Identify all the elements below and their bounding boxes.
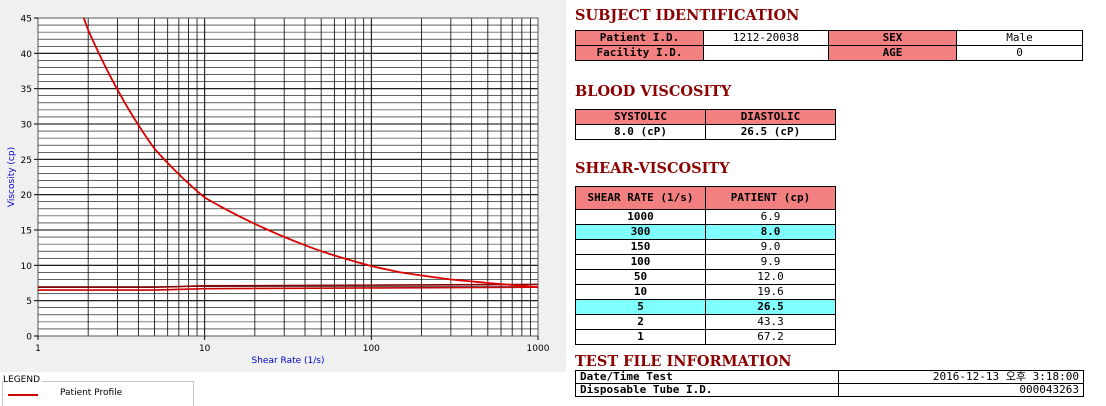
facility-id-value bbox=[703, 45, 829, 61]
sex-label: SEX bbox=[828, 30, 957, 46]
y-tick-label: 35 bbox=[21, 85, 32, 95]
patient-cell: 43.3 bbox=[705, 314, 836, 330]
chart-panel: 0 5 10 15 20 25 30 35 40 45 1 10 100 1000 Shear Rate (… bbox=[0, 0, 566, 372]
bv-value-row: 8.0 (cP) 26.5 (cP) bbox=[575, 124, 836, 140]
sv-header-row: SHEAR RATE (1/s) PATIENT (cp) bbox=[575, 186, 836, 210]
y-tick-label: 40 bbox=[21, 50, 33, 60]
patient-cell: 19.6 bbox=[705, 284, 836, 300]
y-tick-label: 45 bbox=[21, 15, 32, 25]
test-file-table: Date/Time Test 2016-12-13 오후 3:18:00 Dis… bbox=[575, 370, 1084, 397]
y-tick-label: 30 bbox=[21, 121, 33, 131]
y-tick-label: 10 bbox=[21, 262, 33, 272]
y-tick-label: 5 bbox=[26, 297, 32, 307]
y-tick-label: 20 bbox=[21, 191, 33, 201]
shear-rate-cell: 1000 bbox=[575, 209, 706, 225]
facility-id-label: Facility I.D. bbox=[575, 45, 704, 61]
y-tick-label: 0 bbox=[26, 333, 32, 343]
table-row: 5 26.5 bbox=[575, 299, 836, 315]
test-file-row: Disposable Tube I.D. 000043263 bbox=[575, 383, 1084, 397]
plot-area bbox=[38, 18, 538, 336]
patient-header: PATIENT (cp) bbox=[705, 186, 836, 210]
datetime-value: 2016-12-13 오후 3:18:00 bbox=[838, 370, 1084, 384]
bv-header-row: SYSTOLIC DIASTOLIC bbox=[575, 109, 836, 125]
systolic-value: 8.0 (cP) bbox=[575, 124, 706, 140]
shear-rate-cell: 1 bbox=[575, 329, 706, 345]
tube-id-value: 000043263 bbox=[838, 383, 1084, 397]
subject-row-2: Facility I.D. AGE 0 bbox=[575, 45, 1083, 61]
x-tick-label: 1000 bbox=[527, 344, 550, 354]
shear-viscosity-title: SHEAR-VISCOSITY bbox=[575, 160, 730, 177]
reference-line bbox=[38, 286, 538, 291]
shear-rate-cell: 5 bbox=[575, 299, 706, 315]
diastolic-label: DIASTOLIC bbox=[705, 109, 836, 125]
legend-label: Patient Profile bbox=[60, 388, 123, 398]
table-row: 10 19.6 bbox=[575, 284, 836, 300]
shear-rate-cell: 2 bbox=[575, 314, 706, 330]
table-row: 50 12.0 bbox=[575, 269, 836, 285]
table-row: 300 8.0 bbox=[575, 224, 836, 240]
table-row: 2 43.3 bbox=[575, 314, 836, 330]
table-row: 1 67.2 bbox=[575, 329, 836, 345]
shear-rate-cell: 50 bbox=[575, 269, 706, 285]
shear-rate-cell: 150 bbox=[575, 239, 706, 255]
systolic-label: SYSTOLIC bbox=[575, 109, 706, 125]
patient-cell: 67.2 bbox=[705, 329, 836, 345]
patient-cell: 9.0 bbox=[705, 239, 836, 255]
series-line-patient-profile bbox=[82, 18, 538, 289]
plot-frame bbox=[37, 17, 539, 337]
patient-id-value: 1212-20038 bbox=[703, 30, 829, 46]
y-tick-label: 25 bbox=[21, 156, 32, 166]
datetime-label: Date/Time Test bbox=[575, 370, 839, 384]
reference-line bbox=[38, 283, 538, 289]
patient-cell: 9.9 bbox=[705, 254, 836, 270]
shear-rate-cell: 300 bbox=[575, 224, 706, 240]
diastolic-value: 26.5 (cP) bbox=[705, 124, 836, 140]
shear-rate-cell: 10 bbox=[575, 284, 706, 300]
patient-cell: 26.5 bbox=[705, 299, 836, 315]
test-file-title: TEST FILE INFORMATION bbox=[575, 353, 792, 370]
viscosity-chart: 0 5 10 15 20 25 30 35 40 45 1 10 100 1000 Shear Rate (… bbox=[7, 15, 550, 367]
test-file-row: Date/Time Test 2016-12-13 오후 3:18:00 bbox=[575, 370, 1084, 384]
table-row: 1000 6.9 bbox=[575, 209, 836, 225]
x-tick-label: 100 bbox=[363, 344, 380, 354]
x-tick-label: 10 bbox=[199, 344, 211, 354]
sex-value: Male bbox=[956, 30, 1083, 46]
y-tick-label: 15 bbox=[21, 227, 32, 237]
blood-viscosity-table: SYSTOLIC DIASTOLIC 8.0 (cP) 26.5 (cP) bbox=[575, 109, 836, 140]
age-value: 0 bbox=[956, 45, 1083, 61]
patient-cell: 6.9 bbox=[705, 209, 836, 225]
table-row: 100 9.9 bbox=[575, 254, 836, 270]
subject-row-1: Patient I.D. 1212-20038 SEX Male bbox=[575, 30, 1083, 46]
shear-rate-cell: 100 bbox=[575, 254, 706, 270]
subject-title: SUBJECT IDENTIFICATION bbox=[575, 7, 800, 24]
table-row: 150 9.0 bbox=[575, 239, 836, 255]
age-label: AGE bbox=[828, 45, 957, 61]
tube-id-label: Disposable Tube I.D. bbox=[575, 383, 839, 397]
legend-frame bbox=[2, 381, 194, 406]
legend-swatch bbox=[8, 394, 38, 396]
subject-table: Patient I.D. 1212-20038 SEX Male Facilit… bbox=[575, 30, 1083, 61]
legend: LEGEND Patient Profile bbox=[0, 373, 194, 406]
x-axis-label: Shear Rate (1/s) bbox=[252, 356, 325, 366]
x-tick-label: 1 bbox=[35, 344, 41, 354]
shear-viscosity-table: SHEAR RATE (1/s) PATIENT (cp) 1000 6.9 3… bbox=[575, 186, 836, 345]
shear-rate-header: SHEAR RATE (1/s) bbox=[575, 186, 706, 210]
legend-title: LEGEND bbox=[3, 375, 43, 385]
blood-viscosity-title: BLOOD VISCOSITY bbox=[575, 83, 732, 100]
y-axis-label: Viscosity (cp) bbox=[7, 147, 17, 207]
patient-cell: 8.0 bbox=[705, 224, 836, 240]
patient-cell: 12.0 bbox=[705, 269, 836, 285]
patient-id-label: Patient I.D. bbox=[575, 30, 704, 46]
